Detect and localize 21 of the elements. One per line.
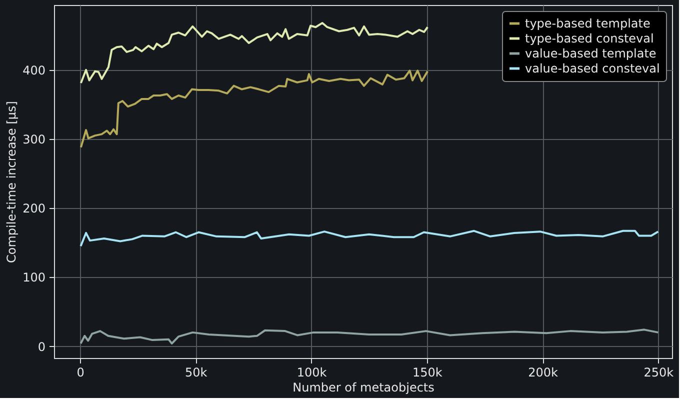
x-tick-label: 100k bbox=[296, 366, 327, 380]
legend-label: type-based template bbox=[525, 16, 650, 30]
x-tick-label: 250k bbox=[644, 366, 674, 380]
y-tick-label: 300 bbox=[22, 132, 46, 147]
line-series bbox=[80, 22, 429, 84]
line-series bbox=[80, 230, 660, 248]
y-tick-label: 200 bbox=[22, 202, 46, 216]
x-tick-label: 0 bbox=[76, 366, 84, 380]
line-series bbox=[80, 70, 429, 148]
legend-label: value-based consteval bbox=[525, 62, 660, 76]
y-tick-label: 100 bbox=[22, 270, 46, 285]
x-axis-title: Number of metaobjects bbox=[292, 380, 434, 394]
y-axis-title: Compile-time increase [µs] bbox=[4, 101, 19, 263]
line-series bbox=[80, 328, 660, 344]
x-tick-label: 150k bbox=[412, 366, 442, 380]
legend-label: value-based template bbox=[525, 46, 656, 60]
y-tick-label: 400 bbox=[22, 63, 46, 78]
x-tick-label: 200k bbox=[528, 366, 558, 380]
legend-label: type-based consteval bbox=[525, 32, 654, 46]
y-tick-label: 0 bbox=[38, 340, 46, 354]
x-tick-label: 50k bbox=[185, 366, 208, 380]
